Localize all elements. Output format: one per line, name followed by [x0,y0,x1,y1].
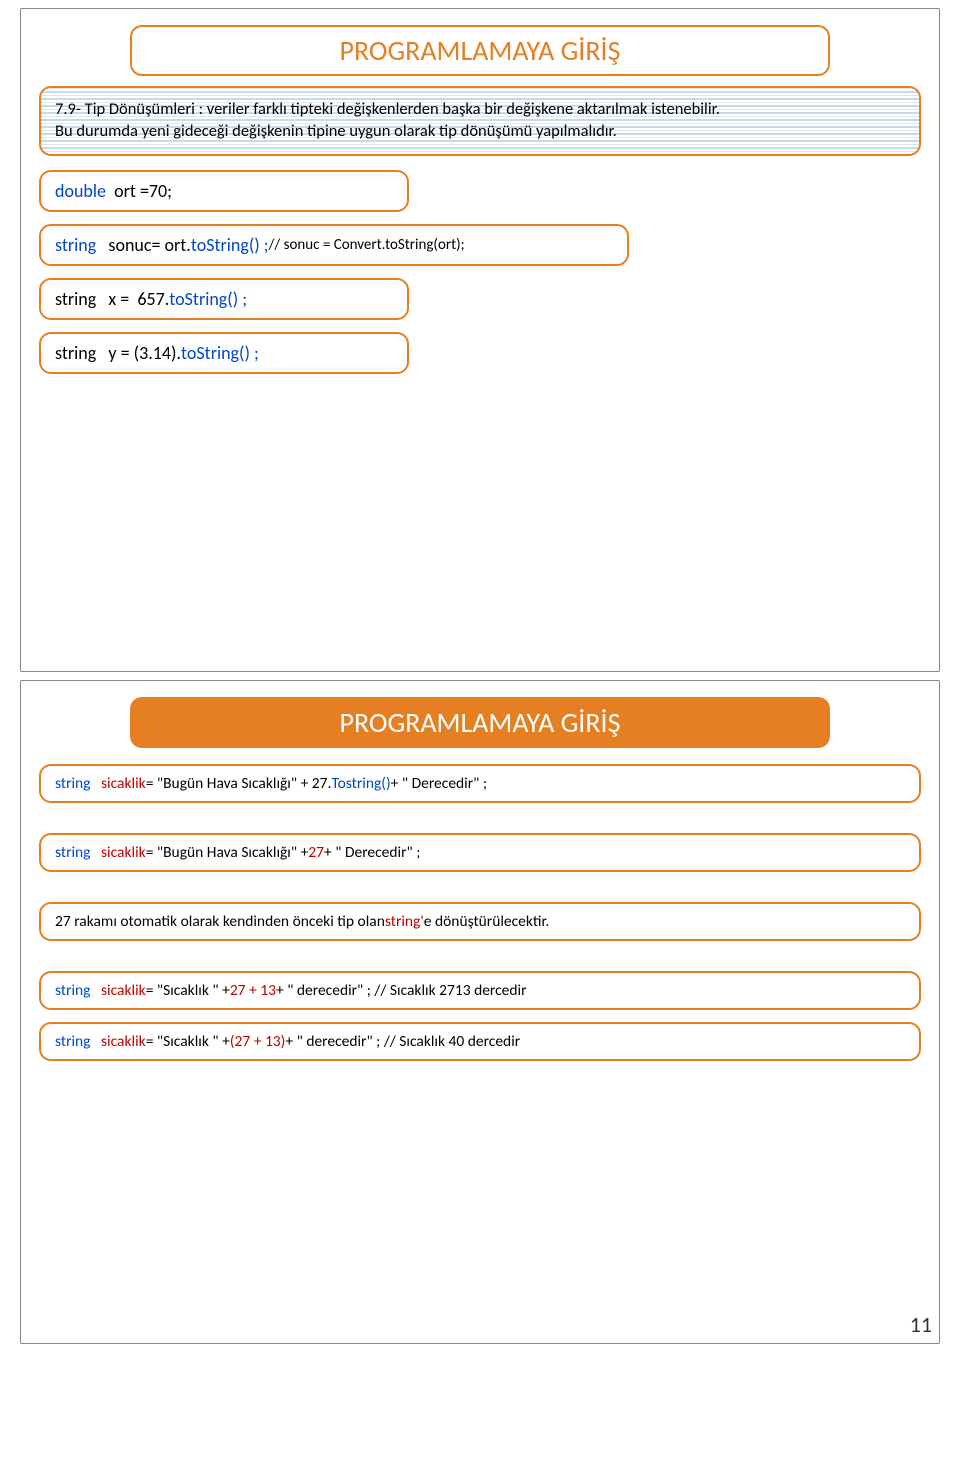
code-text: + " Derecedir" ; [324,843,420,862]
code-text: + " derecedir" ; // Sıcaklık 40 dercedir [285,1032,520,1051]
code-box-4: string y = (3.14). toString() ; [39,332,409,374]
expr-paren-27-13: (27 + 13) [230,1032,286,1051]
code-text: ort =70; [106,180,172,202]
code-text: sonuc= ort. [96,234,191,256]
literal-27: 27 [308,843,324,862]
keyword-string: string [55,1032,90,1051]
note-text: e dönüştürülecektir. [424,912,550,931]
code-text: + " Derecedir" ; [391,774,487,793]
var-sicaklik: sicaklik [90,981,145,1000]
var-sicaklik: sicaklik [90,843,145,862]
keyword-string: string [55,342,96,364]
var-sicaklik: sicaklik [90,1032,145,1051]
var-sicaklik: sicaklik [90,774,145,793]
code-line-2: string sicaklik = "Bugün Hava Sıcaklığı"… [39,833,921,872]
note-string-word: string' [385,912,424,931]
keyword-string: string [55,981,90,1000]
slide1-title-box: PROGRAMLAMAYA GİRİŞ [130,25,830,76]
method-tostring: toString() ; [181,342,259,364]
code-text: = "Bugün Hava Sıcaklığı" + 27. [146,774,332,793]
code-text: = "Bugün Hava Sıcaklığı" + [146,843,309,862]
expr-27-13: 27 + 13 [230,981,276,1000]
slide-1: PROGRAMLAMAYA GİRİŞ 7.9- Tip Dönüşümleri… [20,8,940,672]
method-tostring: toString() ; [191,234,269,256]
code-text: y = (3.14). [96,342,181,364]
slide-2: PROGRAMLAMAYA GİRİŞ string sicaklik = "B… [20,680,940,1344]
code-box-1: double ort =70; [39,170,409,212]
keyword-string: string [55,774,90,793]
code-text: = "Sıcaklık " + [146,1032,230,1051]
code-text: + " derecedir" ; // Sıcaklık 2713 derced… [276,981,527,1000]
keyword-string: string [55,234,96,256]
keyword-string: string [55,843,90,862]
code-line-1: string sicaklik = "Bugün Hava Sıcaklığı"… [39,764,921,803]
slide1-title: PROGRAMLAMAYA GİRİŞ [340,33,621,68]
code-box-2: string sonuc= ort. toString() ; // sonuc… [39,224,629,266]
slide2-title-box: PROGRAMLAMAYA GİRİŞ [130,697,830,748]
keyword-double: double [55,180,106,202]
desc-line-1: 7.9- Tip Dönüşümleri : veriler farklı ti… [55,99,720,119]
code-text: = "Sıcaklık " + [146,981,230,1000]
comment-text: // sonuc = Convert.toString(ort); [269,236,465,254]
method-tostring: toString() ; [169,288,247,310]
code-box-3: string x = 657. toString() ; [39,278,409,320]
note-text: 27 rakamı otomatik olarak kendinden önce… [55,912,385,931]
note-line-3: 27 rakamı otomatik olarak kendinden önce… [39,902,921,941]
slide1-description: 7.9- Tip Dönüşümleri : veriler farklı ti… [39,86,921,156]
code-text: x = 657. [96,288,169,310]
method-tostring: Tostring() [331,774,390,793]
keyword-string: string [55,288,96,310]
code-line-4: string sicaklik = "Sıcaklık " + 27 + 13 … [39,971,921,1010]
page-number: 11 [910,1311,932,1338]
slide2-title: PROGRAMLAMAYA GİRİŞ [340,705,621,740]
desc-line-2: Bu durumda yeni gideceği değişkenin tipi… [55,121,617,141]
code-line-5: string sicaklik = "Sıcaklık " + (27 + 13… [39,1022,921,1061]
